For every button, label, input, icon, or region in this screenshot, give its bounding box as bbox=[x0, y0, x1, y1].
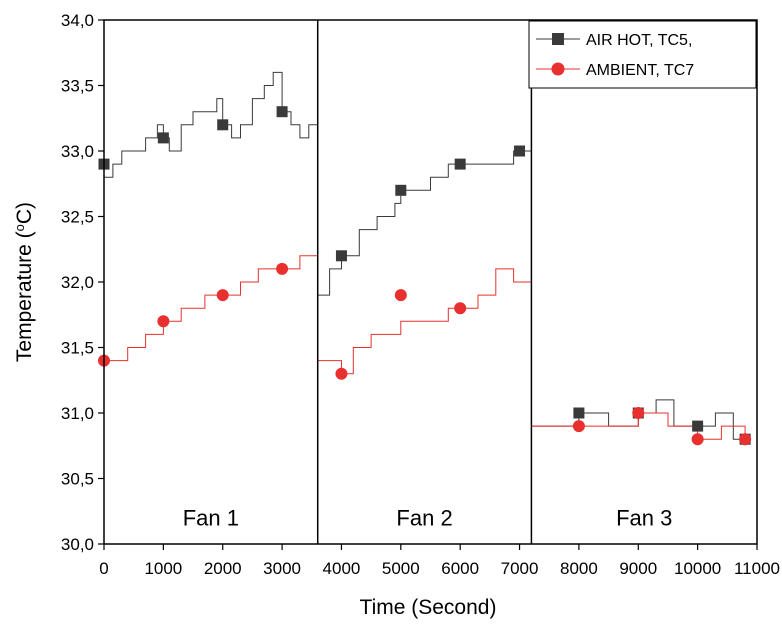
y-tick-label: 32,5 bbox=[61, 208, 94, 227]
data-point-circle bbox=[739, 433, 752, 446]
segment-label: Fan 1 bbox=[183, 506, 239, 531]
x-tick-label: 8000 bbox=[560, 559, 598, 578]
data-point-circle bbox=[335, 367, 348, 380]
y-tick-label: 32,0 bbox=[61, 273, 94, 292]
data-point-circle bbox=[216, 289, 229, 302]
data-point-circle bbox=[157, 315, 170, 328]
data-point-circle bbox=[572, 420, 585, 433]
segment-label: Fan 3 bbox=[616, 506, 672, 531]
y-axis-title-main: Temperature ( bbox=[13, 231, 36, 362]
y-axis-title-sup: o bbox=[12, 224, 27, 231]
series-line-0 bbox=[104, 71, 746, 440]
data-point-square bbox=[217, 119, 229, 131]
x-tick-label: 9000 bbox=[619, 559, 657, 578]
data-point-circle bbox=[632, 407, 645, 419]
data-point-square bbox=[514, 145, 526, 157]
x-tick-label: 3000 bbox=[263, 559, 301, 578]
data-point-circle bbox=[691, 433, 704, 446]
x-tick-label: 2000 bbox=[204, 559, 242, 578]
data-point-square bbox=[692, 420, 704, 432]
legend-label-ambient: AMBIENT, TC7 bbox=[586, 62, 694, 79]
data-point-square bbox=[335, 250, 347, 262]
data-point-square bbox=[157, 132, 169, 144]
x-axis-title: Time (Second) bbox=[360, 596, 497, 619]
y-tick-label: 30,0 bbox=[61, 535, 94, 554]
data-point-square bbox=[276, 106, 288, 118]
legend-label-air-hot: AIR HOT, TC5, bbox=[586, 32, 692, 49]
data-point-circle bbox=[454, 302, 467, 315]
data-point-square bbox=[395, 184, 407, 196]
x-tick-label: 7000 bbox=[501, 559, 539, 578]
x-tick-label: 0 bbox=[99, 559, 108, 578]
x-tick-label: 5000 bbox=[382, 559, 420, 578]
y-tick-label: 34,0 bbox=[61, 11, 94, 30]
y-tick-label: 31,5 bbox=[61, 339, 94, 358]
data-point-circle bbox=[276, 262, 289, 275]
legend-marker-air-hot bbox=[552, 33, 564, 45]
x-tick-label: 6000 bbox=[441, 559, 479, 578]
y-tick-label: 33,5 bbox=[61, 77, 94, 96]
legend: AIR HOT, TC5, AMBIENT, TC7 bbox=[528, 20, 757, 89]
data-point-circle bbox=[394, 289, 407, 302]
y-tick-label: 31,0 bbox=[61, 404, 94, 423]
x-tick-label: 11000 bbox=[734, 559, 780, 578]
y-tick-label: 33,0 bbox=[61, 142, 94, 161]
segment-label: Fan 2 bbox=[396, 506, 452, 531]
plot-frame bbox=[103, 19, 758, 545]
data-point-square bbox=[454, 158, 466, 170]
legend-marker-ambient bbox=[551, 62, 565, 76]
y-axis-title: Temperature (oC) bbox=[12, 202, 37, 362]
y-tick-label: 30,5 bbox=[61, 470, 94, 489]
series-line-1 bbox=[104, 255, 746, 440]
x-tick-label: 10000 bbox=[674, 559, 721, 578]
x-tick-label: 4000 bbox=[323, 559, 361, 578]
legend-box bbox=[528, 20, 757, 89]
x-tick-label: 1000 bbox=[144, 559, 182, 578]
y-axis-title-end: C) bbox=[13, 202, 36, 224]
data-point-square bbox=[573, 407, 585, 419]
